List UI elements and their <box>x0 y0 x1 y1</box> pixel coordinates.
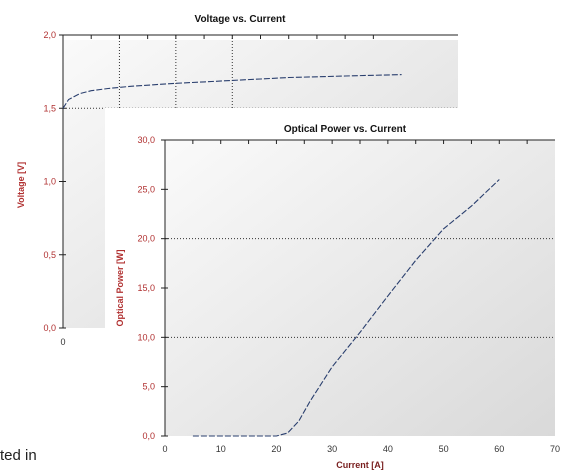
voltage-x-tick-label: 0 <box>60 337 65 347</box>
optical-y-tick-label: 10,0 <box>137 332 155 342</box>
optical-x-tick-label: 10 <box>216 444 226 454</box>
caption-fragment: ted in <box>0 447 37 464</box>
optical-y-tick-label: 25,0 <box>137 184 155 194</box>
voltage-y-tick-label: 1,5 <box>43 103 56 113</box>
optical-x-axis-label: Current [A] <box>336 460 384 470</box>
voltage-y-axis-label: Voltage [V] <box>16 162 26 208</box>
optical-series-line <box>192 179 500 437</box>
optical-y-tick-label: 20,0 <box>137 234 155 244</box>
optical-y-tick-label: 0,0 <box>142 431 155 441</box>
optical-x-tick-label: 60 <box>494 444 504 454</box>
optical-x-tick-label: 20 <box>271 444 281 454</box>
optical-x-tick-label: 40 <box>383 444 393 454</box>
optical-y-axis-label: Optical Power [W] <box>115 249 125 326</box>
voltage-y-tick-label: 0,5 <box>43 250 56 260</box>
optical-y-tick-label: 5,0 <box>142 382 155 392</box>
optical-power-chart: Optical Power vs. Current Optical Power … <box>105 108 568 473</box>
optical-y-tick-label: 30,0 <box>137 135 155 145</box>
voltage-y-tick-label: 0,0 <box>43 323 56 333</box>
voltage-series-line <box>62 74 402 109</box>
optical-x-tick-label: 50 <box>439 444 449 454</box>
voltage-y-tick-label: 1,0 <box>43 177 56 187</box>
optical-x-tick-label: 30 <box>327 444 337 454</box>
optical-x-tick-label: 70 <box>550 444 560 454</box>
optical-chart-title: Optical Power vs. Current <box>284 124 407 135</box>
optical-y-tick-label: 15,0 <box>137 283 155 293</box>
optical-x-tick-label: 0 <box>162 444 167 454</box>
voltage-y-tick-label: 2,0 <box>43 30 56 40</box>
voltage-chart-title: Voltage vs. Current <box>195 14 287 25</box>
optical-plot-area <box>165 140 555 436</box>
